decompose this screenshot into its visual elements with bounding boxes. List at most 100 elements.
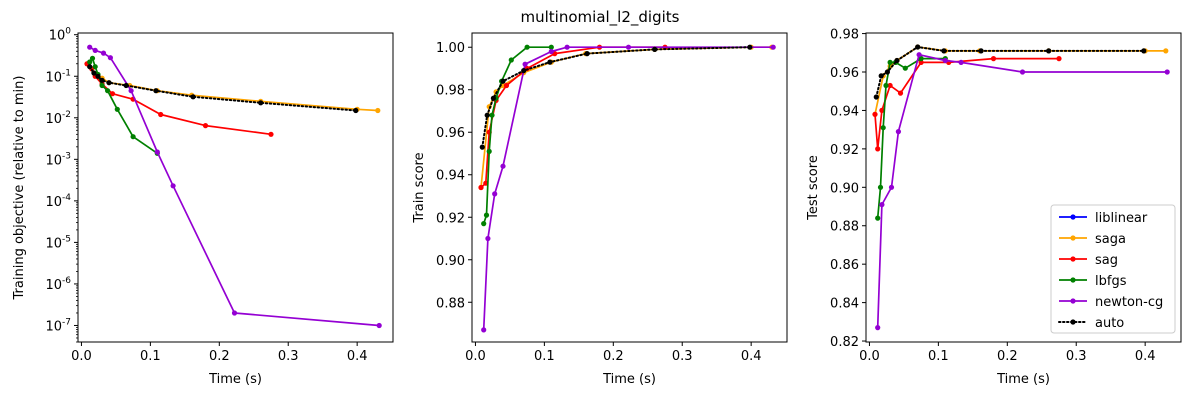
- point-newton-cg: [231, 310, 238, 316]
- y-tick-label: 0.96: [830, 66, 859, 81]
- point-newton-cg: [376, 322, 382, 329]
- point-newton-cg: [492, 191, 498, 197]
- x-tick-label: 0.3: [278, 349, 299, 364]
- point-auto: [484, 112, 490, 118]
- x-axis-label: Time (s): [602, 372, 656, 387]
- legend-label: newton-cg: [1095, 295, 1163, 310]
- point-sag: [158, 111, 164, 118]
- point-newton-cg: [522, 61, 528, 67]
- point-lbfgs: [875, 215, 881, 221]
- x-tick-label: 0.0: [859, 349, 880, 364]
- point-lbfgs: [877, 184, 884, 190]
- point-newton-cg: [888, 184, 895, 190]
- series-line-sag: [480, 46, 665, 189]
- legend-label: sag: [1095, 253, 1118, 268]
- series-lbfgs: [87, 55, 160, 156]
- point-auto: [91, 70, 97, 76]
- series-lbfgs: [481, 44, 554, 227]
- chart-test-score: 0.0 0.1 0.2 0.3 0.4 0.82 0.84 0.86 0.88 0.90 0.92 0…: [806, 28, 1182, 387]
- series-saga: [478, 44, 775, 191]
- point-auto: [490, 95, 496, 101]
- x-tick-label: 0.2: [997, 349, 1018, 364]
- point-newton-cg: [564, 44, 570, 50]
- point-sag: [879, 107, 885, 113]
- y-tick-label: 0.88: [830, 220, 859, 235]
- y-tick-label: 0.88: [436, 296, 465, 311]
- point-sag: [918, 59, 924, 65]
- point-sag: [1056, 56, 1062, 62]
- chart-train-score: 0.0 0.1 0.2 0.3 0.4 0.88 0.90 0.92 0.94 0.96 0.98 1…: [412, 32, 788, 387]
- y-tick-label: 0.90: [830, 181, 859, 196]
- point-auto: [87, 64, 93, 70]
- point-newton-cg: [942, 57, 948, 64]
- point-auto: [584, 51, 590, 57]
- point-newton-cg: [154, 149, 160, 155]
- legend-item-auto: auto: [1058, 316, 1124, 331]
- y-tick-label: 1.00: [436, 41, 465, 56]
- point-lbfgs: [114, 106, 120, 112]
- point-auto: [878, 73, 884, 79]
- point-lbfgs: [548, 44, 554, 50]
- legend-swatch-marker: [1070, 214, 1076, 220]
- x-tick-label: 0.0: [71, 349, 92, 364]
- x-tick-label: 0.2: [209, 349, 230, 364]
- y-tick-label: 0.96: [436, 126, 465, 141]
- y-tick-label: 10-6: [45, 276, 71, 293]
- point-sag: [268, 131, 274, 137]
- x-tick-label: 0.4: [741, 349, 762, 364]
- figure-title: multinomial_l2_digits: [521, 8, 680, 27]
- point-newton-cg: [500, 163, 506, 169]
- point-auto: [547, 59, 553, 65]
- legend-item-newton-cg: newton-cg: [1059, 295, 1163, 310]
- plot-frame: [471, 32, 788, 343]
- legend-label: auto: [1095, 316, 1124, 331]
- point-newton-cg: [958, 59, 964, 65]
- point-lbfgs: [524, 44, 530, 50]
- point-lbfgs: [130, 134, 136, 140]
- point-lbfgs: [880, 125, 886, 131]
- point-lbfgs: [508, 57, 514, 63]
- series-auto: [479, 44, 753, 150]
- y-tick-label: 0.90: [436, 254, 465, 269]
- x-tick-label: 0.1: [534, 349, 555, 364]
- point-lbfgs: [483, 212, 490, 218]
- point-sag: [897, 90, 904, 96]
- point-newton-cg: [875, 325, 881, 331]
- series-sag: [478, 44, 668, 191]
- y-axis-label: Train score: [412, 152, 427, 223]
- legend-label: liblinear: [1095, 211, 1148, 226]
- series-newton-cg: [875, 52, 1170, 331]
- y-tick-label: 0.92: [830, 143, 859, 158]
- y-tick-label: 10-4: [45, 193, 71, 210]
- point-auto: [941, 48, 947, 54]
- point-saga: [375, 107, 381, 114]
- legend-swatch-marker: [1070, 277, 1076, 283]
- point-sag: [202, 123, 209, 129]
- y-axis-label: Test score: [806, 155, 821, 221]
- point-lbfgs: [887, 59, 893, 65]
- point-sag: [109, 91, 116, 97]
- x-tick-label: 0.3: [672, 349, 693, 364]
- point-sag: [990, 56, 997, 62]
- x-tick-label: 0.1: [928, 349, 949, 364]
- point-sag: [503, 82, 510, 89]
- point-lbfgs: [92, 64, 98, 70]
- y-tick-label: 0.92: [436, 211, 465, 226]
- x-tick-label: 0.4: [1135, 349, 1156, 364]
- point-newton-cg: [879, 202, 885, 208]
- point-newton-cg: [92, 47, 98, 54]
- point-lbfgs: [105, 88, 111, 94]
- x-axis-label: Time (s): [996, 372, 1050, 387]
- y-tick-label: 0.98: [436, 84, 465, 99]
- y-tick-label: 10-3: [45, 151, 71, 168]
- legend-swatch-marker: [1070, 319, 1076, 325]
- y-tick-label: 10-5: [45, 234, 71, 251]
- series-line-newton-cg: [89, 46, 380, 327]
- y-tick-label: 0.94: [830, 104, 859, 119]
- point-lbfgs: [902, 65, 908, 71]
- x-tick-label: 0.1: [140, 349, 161, 364]
- series-line-newton-cg: [482, 46, 774, 330]
- point-lbfgs: [883, 82, 889, 89]
- point-auto: [479, 144, 485, 150]
